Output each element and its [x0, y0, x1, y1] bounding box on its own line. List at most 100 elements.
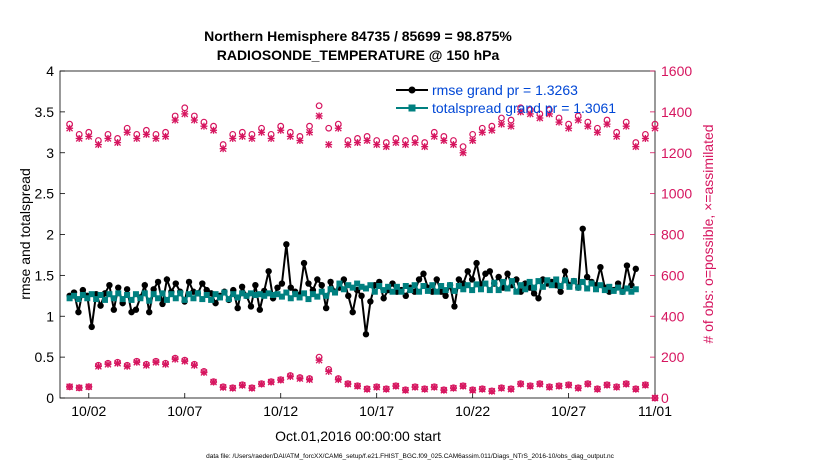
totalspread-point: [97, 291, 104, 298]
totalspread-point: [252, 291, 259, 298]
totalspread-point: [393, 283, 400, 290]
legend-spread-label: totalspread grand pr = 1.3061: [432, 100, 616, 116]
obs-assimilated-point: [622, 122, 630, 130]
left-tick-label: 1: [46, 308, 54, 324]
rmse-point: [362, 331, 370, 338]
rmse-point: [278, 280, 286, 287]
totalspread-point: [416, 288, 423, 295]
totalspread-point: [562, 277, 569, 284]
y-axis-label-left: rmse and totalspread: [17, 168, 33, 300]
totalspread-point: [256, 291, 263, 298]
totalspread-point: [531, 284, 538, 291]
totalspread-point: [508, 278, 515, 285]
legend: rmse grand pr = 1.3263 totalspread grand…: [396, 82, 616, 116]
legend-spread-marker: [408, 104, 416, 112]
rmse-point: [327, 278, 334, 286]
left-tick-label: 0: [46, 390, 54, 406]
right-tick-label: 800: [661, 227, 685, 243]
obs-assimilated-point: [85, 383, 93, 391]
totalspread-point: [389, 288, 396, 295]
left-tick-label: 1.5: [35, 267, 55, 283]
obs-assimilated-point: [229, 134, 237, 142]
rmse-point: [530, 290, 538, 297]
obs-possible-point: [459, 143, 467, 151]
totalspread-point: [579, 278, 586, 285]
obs-assimilated-point: [622, 380, 630, 388]
obs-assimilated-point: [162, 132, 170, 140]
left-axis: 0 0.5 1 1.5 2 2.5 3 3.5 4: [35, 63, 65, 406]
totalspread-point: [592, 286, 599, 293]
rmse-point: [79, 286, 87, 294]
left-tick-label: 2: [46, 227, 54, 243]
rmse-point: [380, 295, 387, 302]
right-tick-label: 400: [661, 308, 685, 324]
rmse-point: [420, 270, 427, 277]
rmse-point: [132, 306, 140, 313]
rmse-point: [75, 308, 82, 316]
obs-assimilated-point: [603, 120, 611, 128]
totalspread-point: [566, 283, 573, 290]
rmse-point: [451, 303, 458, 310]
totalspread-point: [513, 288, 520, 295]
totalspread-point: [548, 282, 555, 289]
totalspread-point: [424, 287, 431, 294]
obs-assimilated-point: [593, 128, 601, 136]
totalspread-point: [265, 290, 272, 297]
rmse-point: [252, 281, 259, 289]
obs-assimilated-point: [401, 141, 409, 149]
obs-assimilated-point: [507, 385, 515, 393]
obs-assimilated-point: [430, 383, 438, 391]
totalspread-point: [301, 290, 308, 297]
obs-possible-point: [181, 104, 189, 112]
obs-assimilated-point: [449, 141, 457, 149]
totalspread-point: [402, 283, 409, 290]
totalspread-point: [212, 291, 219, 298]
obs-assimilated-point: [354, 139, 361, 147]
right-tick-label: 600: [661, 267, 685, 283]
obs-assimilated-point: [382, 385, 390, 393]
totalspread-point: [570, 278, 577, 285]
totalspread-point: [553, 276, 560, 283]
totalspread-point: [323, 292, 330, 299]
obs-assimilated-point: [85, 132, 93, 140]
obs-assimilated-point: [66, 383, 74, 391]
chart-title-line2: RADIOSONDE_TEMPERATURE @ 150 hPa: [217, 47, 500, 63]
rmse-point: [106, 281, 113, 289]
obs-possible-point: [315, 102, 323, 110]
rmse-point: [287, 284, 294, 291]
obs-assimilated-point: [142, 361, 150, 369]
totalspread-point: [314, 293, 321, 300]
totalspread-point: [199, 296, 206, 303]
totalspread-point: [522, 286, 529, 293]
totalspread-point: [292, 291, 299, 298]
totalspread-point: [442, 287, 449, 294]
rmse-point: [141, 281, 148, 289]
obs-assimilated-point: [651, 124, 659, 132]
obs-assimilated-point: [258, 128, 266, 136]
totalspread-point: [597, 282, 604, 289]
x-tick-label: 10/02: [71, 403, 106, 419]
rmse-point: [300, 259, 308, 267]
totalspread-point: [177, 290, 184, 297]
obs-assimilated-point: [488, 126, 496, 134]
right-tick-label: 1400: [661, 104, 692, 120]
totalspread-point: [327, 286, 334, 293]
obs-assimilated-point: [171, 116, 179, 124]
obs-assimilated-point: [277, 376, 285, 384]
obs-assimilated-point: [133, 358, 141, 366]
totalspread-point: [482, 280, 489, 287]
totalspread-point: [557, 283, 564, 290]
totalspread-point: [186, 291, 193, 298]
rmse-point: [557, 288, 564, 295]
rmse-point: [318, 281, 325, 289]
totalspread-point: [358, 283, 365, 290]
totalspread-point: [345, 282, 352, 289]
rmse-point: [455, 276, 463, 283]
obs-assimilated-point: [488, 387, 496, 395]
totalspread-point: [398, 288, 405, 295]
obs-assimilated-point: [555, 382, 563, 390]
totalspread-point: [208, 296, 215, 303]
obs-assimilated-point: [526, 382, 534, 390]
rmse-point: [504, 270, 511, 277]
totalspread-point: [93, 296, 100, 303]
